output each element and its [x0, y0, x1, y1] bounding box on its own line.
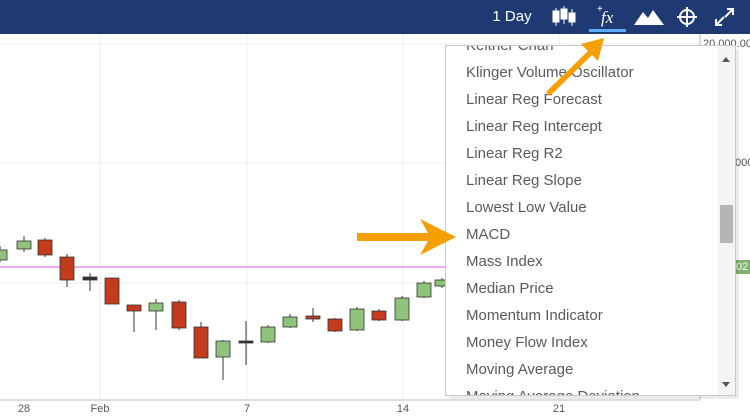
annotation-arrow — [546, 38, 604, 96]
candle-body — [282, 316, 298, 328]
fullscreen-icon[interactable] — [715, 8, 734, 26]
menu-item[interactable]: Moving Average — [466, 361, 573, 378]
menu-item[interactable]: Median Price — [466, 280, 554, 297]
mountain-icon[interactable] — [634, 10, 664, 25]
candle-body — [394, 297, 410, 321]
crosshair-icon[interactable] — [677, 7, 697, 27]
candle-body — [416, 282, 432, 298]
menu-item[interactable]: Klinger Volume Oscillator — [466, 64, 634, 81]
menu-items: Keltner Chan Klinger Volume Oscillator Lin… — [466, 37, 640, 405]
candle-body — [126, 304, 142, 312]
indicator-menu — [445, 45, 736, 396]
candles — [0, 236, 450, 380]
candle-body — [349, 308, 365, 331]
date-label: 21 — [553, 403, 565, 415]
candle-body — [327, 318, 343, 332]
candle-body — [104, 277, 120, 305]
plus-icon: + — [597, 4, 603, 15]
scroll-up[interactable] — [722, 57, 730, 62]
scrollbar-thumb[interactable] — [720, 205, 733, 243]
candle-body — [16, 240, 32, 250]
indicator-button[interactable]: fx — [601, 8, 614, 27]
menu-item[interactable]: Moving Average Deviation — [466, 388, 640, 405]
toolbar — [0, 0, 750, 34]
menu-item[interactable]: Money Flow Index — [466, 334, 588, 351]
candle-body — [215, 340, 231, 358]
menu-item[interactable]: MACD — [466, 226, 510, 243]
menu-item[interactable]: Linear Reg Intercept — [466, 118, 603, 135]
menu-item[interactable]: Linear Reg Slope — [466, 172, 582, 189]
candle-body — [193, 326, 209, 359]
menu-item[interactable]: Linear Reg R2 — [466, 145, 563, 162]
candle-body — [148, 302, 164, 312]
candle-body — [59, 256, 75, 281]
candle-body — [82, 276, 98, 281]
menu-item[interactable]: Linear Reg Forecast — [466, 91, 603, 108]
date-label: Feb — [91, 403, 110, 415]
candle-body — [260, 326, 276, 343]
date-label: 14 — [397, 403, 409, 415]
menu-item[interactable]: Mass Index — [466, 253, 543, 270]
active-underline — [589, 29, 626, 32]
candle-body — [305, 315, 321, 320]
date-label: 28 — [18, 403, 30, 415]
candle-body — [0, 249, 8, 261]
candle-body — [371, 310, 387, 321]
interval-button[interactable]: 1 Day — [492, 8, 532, 25]
current-price-label: 02 — [736, 261, 748, 273]
current-price-tag — [733, 260, 750, 274]
date-label: 7 — [244, 403, 250, 415]
menu-item[interactable]: Momentum Indicator — [466, 307, 603, 324]
menu-item[interactable]: Keltner Chan — [466, 37, 554, 54]
candle-body — [238, 340, 254, 344]
price-label: 000 — [735, 157, 750, 169]
annotation-arrow — [357, 219, 456, 255]
candle-body — [171, 301, 187, 329]
candle-body — [37, 239, 53, 256]
chart-type-icon[interactable] — [552, 6, 576, 26]
menu-item[interactable]: Lowest Low Value — [466, 199, 587, 216]
scroll-down[interactable] — [722, 382, 730, 387]
